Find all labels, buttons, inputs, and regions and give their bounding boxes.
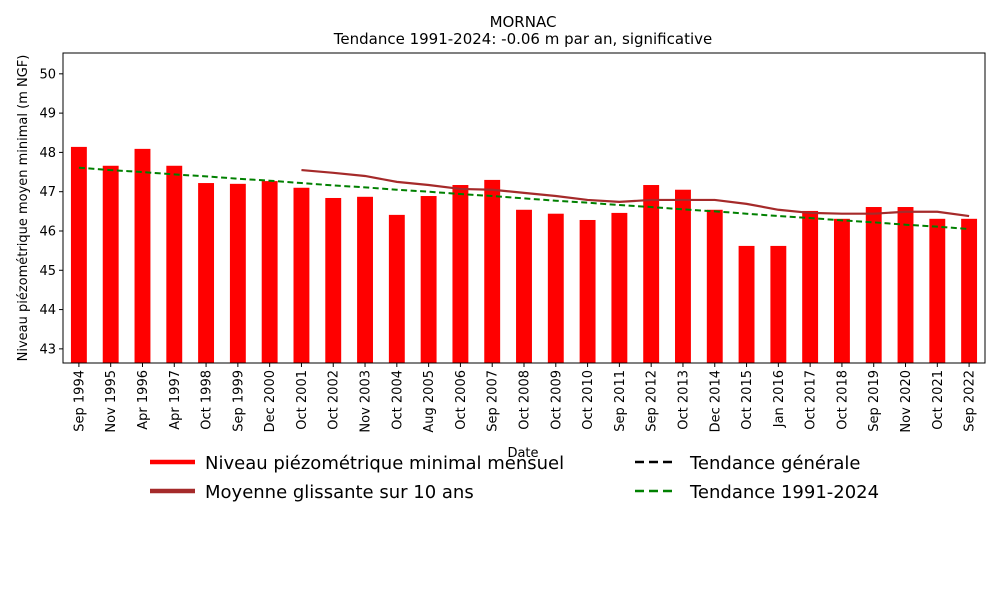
bar xyxy=(325,197,342,363)
x-tick-label: Aug 2005 xyxy=(422,370,437,433)
x-tick-label: Oct 2017 xyxy=(804,370,819,430)
bar xyxy=(420,196,437,363)
bar xyxy=(70,146,87,363)
line-series xyxy=(78,166,970,231)
x-tick-label: Nov 2020 xyxy=(899,370,914,433)
legend-label: Moyenne glissante sur 10 ans xyxy=(205,482,474,503)
x-tick-label: Apr 1997 xyxy=(168,370,183,430)
x-tick-label: Sep 1994 xyxy=(72,370,87,432)
x-tick-label: Sep 2007 xyxy=(486,370,501,432)
x-tick-label: Jan 2016 xyxy=(772,370,787,428)
x-tick-label: Sep 1999 xyxy=(231,370,246,432)
bar xyxy=(706,209,723,363)
bar xyxy=(166,165,183,363)
y-tick-label: 44 xyxy=(39,303,56,318)
x-tick-label: Oct 2015 xyxy=(740,370,755,430)
bar xyxy=(738,245,755,363)
x-tick-label: Nov 2003 xyxy=(359,370,374,433)
x-tick-label: Sep 2022 xyxy=(963,370,978,432)
x-tick-label: Sep 2012 xyxy=(645,370,660,432)
legend-label: Niveau piézométrique minimal mensuel xyxy=(205,453,564,474)
bar xyxy=(579,219,596,363)
bar xyxy=(770,245,787,363)
bar xyxy=(611,212,628,363)
x-tick-label: Oct 2001 xyxy=(295,370,310,430)
y-tick-label: 50 xyxy=(39,67,56,82)
x-tick-label: Sep 2011 xyxy=(613,370,628,432)
line-series xyxy=(301,168,970,218)
y-tick-label: 45 xyxy=(39,264,56,279)
bar xyxy=(357,196,373,363)
bar xyxy=(102,165,119,363)
x-tick-label: Oct 2004 xyxy=(390,370,405,430)
bar xyxy=(261,181,278,363)
x-tick-label: Apr 1996 xyxy=(136,370,151,430)
x-tick-label: Oct 2002 xyxy=(327,370,342,430)
bar xyxy=(516,209,532,363)
x-tick-label: Oct 2018 xyxy=(835,370,850,430)
y-tick-label: 48 xyxy=(39,146,56,161)
y-tick-label: 47 xyxy=(39,185,56,200)
bar xyxy=(833,218,850,363)
x-tick-label: Dec 2000 xyxy=(263,370,278,432)
bar xyxy=(484,179,501,363)
bar xyxy=(388,214,405,363)
y-tick-label: 43 xyxy=(39,342,56,357)
chart-title: MORNAC xyxy=(490,13,557,31)
bar xyxy=(198,183,215,363)
plot-frame xyxy=(62,52,986,364)
x-tick-label: Nov 1995 xyxy=(104,370,119,433)
chart-subtitle: Tendance 1991-2024: -0.06 m par an, sign… xyxy=(333,30,712,48)
x-tick-label: Sep 2019 xyxy=(867,370,882,432)
bar xyxy=(134,148,151,363)
bar xyxy=(675,189,691,363)
bar xyxy=(229,183,246,363)
legend-label: Tendance générale xyxy=(689,453,860,474)
x-tick-label: Oct 2010 xyxy=(581,370,596,430)
y-tick-label: 49 xyxy=(39,107,56,122)
x-tick-label: Oct 2021 xyxy=(931,370,946,430)
bar xyxy=(293,187,310,363)
x-tick-label: Oct 2008 xyxy=(518,370,533,430)
x-axis-label: Date xyxy=(507,446,538,461)
bar xyxy=(961,218,978,363)
bar xyxy=(897,207,914,363)
y-axis-label: Niveau piézométrique moyen minimal (m NG… xyxy=(16,55,31,362)
x-tick-label: Oct 1998 xyxy=(200,370,215,430)
bar xyxy=(547,213,564,363)
x-tick-label: Oct 2009 xyxy=(549,370,564,430)
x-tick-label: Oct 2013 xyxy=(676,370,691,430)
bar xyxy=(865,207,882,363)
legend-label: Tendance 1991-2024 xyxy=(689,482,879,503)
y-tick-label: 46 xyxy=(39,224,56,239)
x-tick-label: Dec 2014 xyxy=(708,370,723,432)
bar xyxy=(802,210,819,363)
bar xyxy=(452,185,469,363)
x-tick-label: Oct 2006 xyxy=(454,370,469,430)
bar xyxy=(643,185,660,363)
bar xyxy=(929,218,946,363)
